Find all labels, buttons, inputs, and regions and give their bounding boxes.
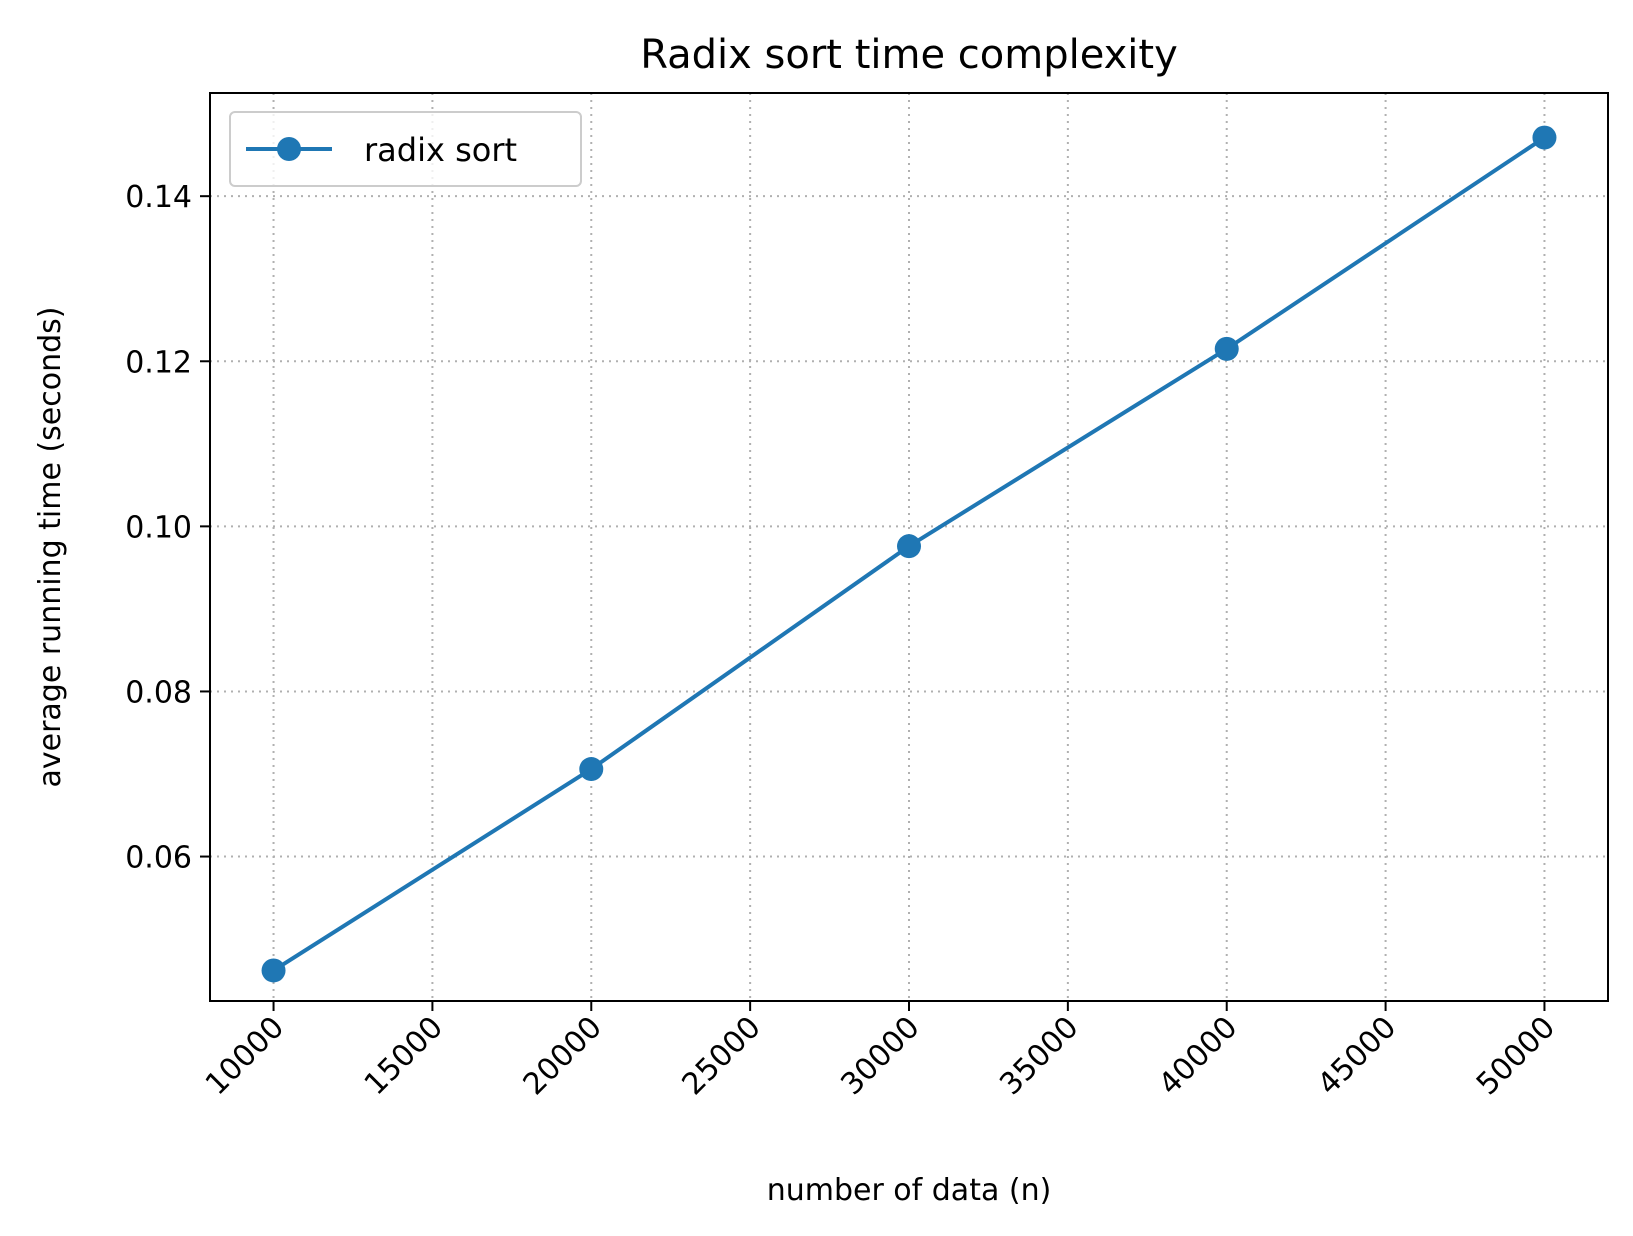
chart-title: Radix sort time complexity (640, 32, 1178, 78)
y-tick-label: 0.06 (125, 841, 192, 876)
data-point (1532, 125, 1557, 150)
legend-marker-swatch (277, 137, 301, 161)
series-layer (261, 125, 1557, 983)
data-point (897, 534, 921, 559)
legend: radix sort (229, 111, 582, 187)
y-tick-label: 0.08 (125, 675, 192, 710)
data-point (261, 958, 286, 983)
legend-label: radix sort (364, 131, 517, 169)
data-point (579, 757, 604, 782)
y-tick-label: 0.10 (125, 510, 192, 545)
y-tick-label: 0.14 (125, 180, 192, 215)
grid (210, 93, 1608, 1001)
legend-box (229, 111, 582, 187)
x-axis-label: number of data (n) (767, 1173, 1052, 1208)
y-tick-label: 0.12 (125, 345, 192, 380)
data-point (1214, 336, 1239, 361)
y-axis: 0.06 0.08 0.10 0.12 0.14 (125, 180, 210, 876)
y-axis-label: average running time (seconds) (33, 307, 68, 788)
